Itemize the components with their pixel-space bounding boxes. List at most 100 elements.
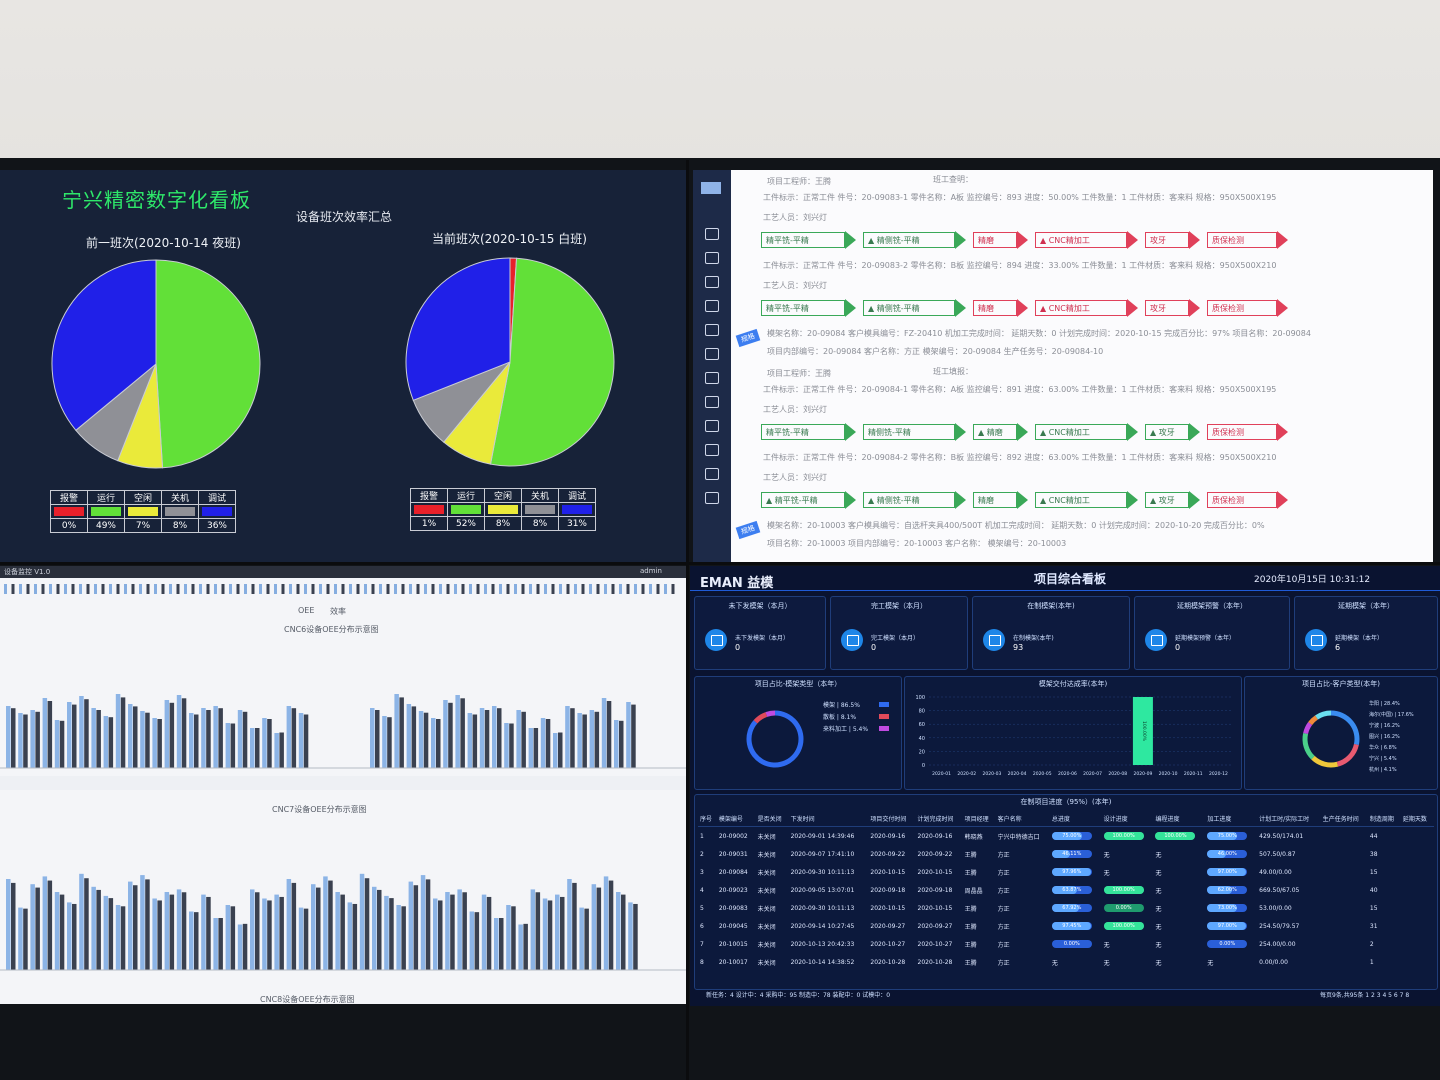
table-row[interactable]: 1 20-09002 未关闭 2020-09-01 14:39:46 2020-09-1… — [698, 827, 1434, 846]
process-step[interactable]: 质保检测 — [1207, 232, 1277, 248]
table-row[interactable]: 2 20-09031 未关闭 2020-09-07 17:41:10 2020-09-2… — [698, 845, 1434, 863]
process-step[interactable]: ▲ 精磨 — [973, 424, 1017, 440]
strip-bar — [11, 584, 15, 594]
doc-icon[interactable] — [705, 324, 719, 336]
kpi-card[interactable]: 在制模架(本年) 在制模架(本年) 93 — [972, 596, 1130, 670]
column-header[interactable]: 生产任务时间 — [1320, 810, 1368, 827]
bar-chart-icon[interactable] — [705, 348, 719, 360]
table-row[interactable]: 8 20-10017 未关闭 2020-10-14 14:38:52 2020-10-2… — [698, 953, 1434, 971]
user-name[interactable]: admin — [640, 567, 662, 575]
kpi-card[interactable]: 延期模架（本年） 延期模架（本年） 6 — [1294, 596, 1438, 670]
table-row[interactable]: 7 20-10015 未关闭 2020-10-13 20:42:33 2020-10-2… — [698, 935, 1434, 953]
column-header[interactable]: 总进度 — [1049, 810, 1102, 827]
legend-label: 调试 — [558, 488, 596, 503]
column-header[interactable]: 设计进度 — [1101, 810, 1154, 827]
oee-bar — [225, 723, 231, 768]
efficiency-bar — [181, 892, 187, 970]
column-header[interactable]: 客户名称 — [995, 810, 1050, 827]
file-icon[interactable] — [705, 252, 719, 264]
process-step[interactable]: 质保检测 — [1207, 492, 1277, 508]
column-header[interactable]: 下发时间 — [788, 810, 869, 827]
grid-icon[interactable] — [705, 228, 719, 240]
oee-bar — [335, 892, 340, 970]
strip-bar — [514, 584, 517, 594]
key-icon[interactable] — [705, 492, 719, 504]
process-step[interactable]: ▲ 精侧铣-平精 — [863, 232, 955, 248]
edit-icon[interactable] — [705, 300, 719, 312]
process-step[interactable]: 精平铣-平精 — [761, 232, 845, 248]
side-toolbar — [693, 170, 731, 562]
table-cell: 0.00/0.00 — [1259, 958, 1288, 966]
process-step[interactable]: 精侧铣-平精 — [863, 424, 955, 440]
table-row[interactable]: 3 20-09084 未关闭 2020-09-30 10:11:13 2020-10-1… — [698, 863, 1434, 881]
column-header[interactable]: 编程进度 — [1153, 810, 1206, 827]
column-header[interactable]: 加工进度 — [1205, 810, 1258, 827]
strip-bar — [169, 584, 172, 594]
progress-pill: 75.00% — [1051, 832, 1092, 840]
table-row[interactable]: 4 20-09023 未关闭 2020-09-05 13:07:01 2020-09-1… — [698, 881, 1434, 899]
process-step[interactable]: 攻牙 — [1145, 232, 1189, 248]
image-icon[interactable] — [705, 372, 719, 384]
efficiency-bar — [303, 908, 309, 970]
column-header[interactable]: 计划完成时间 — [915, 810, 963, 827]
process-step[interactable]: ▲ CNC精加工 — [1035, 300, 1127, 316]
x-tick-label: 2020-04 — [1008, 771, 1027, 777]
column-header[interactable]: 延期天数 — [1400, 810, 1434, 827]
legend-label: 关机 — [521, 488, 559, 503]
column-header[interactable]: 制造周期 — [1367, 810, 1401, 827]
gear-icon[interactable] — [705, 396, 719, 408]
table-cell: 无 — [1155, 923, 1162, 931]
strip-bar — [559, 584, 562, 594]
legend-percent: 1% — [410, 516, 448, 531]
table-row[interactable]: 6 20-09045 未关闭 2020-09-14 10:27:45 2020-09-2… — [698, 917, 1434, 935]
column-header[interactable]: 是否关闭 — [755, 810, 789, 827]
pager[interactable]: 每页9条,共95条 1 2 3 4 5 6 7 8 — [1320, 992, 1410, 999]
efficiency-bar — [255, 728, 260, 768]
process-step[interactable]: ▲ 攻牙 — [1145, 492, 1189, 508]
kpi-card[interactable]: 延期模架预警（本年） 延期模架预警（本年） 0 — [1134, 596, 1290, 670]
process-step[interactable]: ▲ CNC精加工 — [1035, 492, 1127, 508]
table-cell — [1321, 845, 1368, 863]
column-header[interactable]: 计划工时/实际工时 — [1257, 810, 1321, 827]
table-cell: 2020-09-27 — [917, 922, 953, 930]
strip-bar — [131, 584, 135, 594]
efficiency-bar — [413, 885, 419, 970]
process-step[interactable]: 精磨 — [973, 232, 1017, 248]
process-step[interactable]: ▲ CNC精加工 — [1035, 424, 1127, 440]
efficiency-bar — [450, 894, 455, 970]
share-icon[interactable] — [705, 276, 719, 288]
apps-icon[interactable] — [705, 468, 719, 480]
report-icon[interactable] — [705, 420, 719, 432]
legend-swatch — [165, 507, 195, 516]
table-cell: 46.00% — [1205, 845, 1257, 863]
oee-bar — [213, 706, 218, 768]
column-header[interactable]: 模架编号 — [716, 810, 756, 827]
stats-icon[interactable] — [705, 444, 719, 456]
efficiency-bar — [484, 710, 490, 768]
donut-chart-type: 模架 | 86.5% 散板 | 8.1% 来料加工 | 5.4% — [746, 701, 889, 768]
efficiency-bar — [230, 906, 236, 970]
process-step[interactable]: 攻牙 — [1145, 300, 1189, 316]
process-step[interactable]: 质保检测 — [1207, 424, 1277, 440]
process-step[interactable]: ▲ 攻牙 — [1145, 424, 1189, 440]
efficiency-bar — [181, 698, 187, 768]
strip-bar — [491, 584, 495, 594]
column-header[interactable]: 序号 — [698, 810, 717, 827]
process-step[interactable]: ▲ 精平铣-平精 — [761, 492, 845, 508]
kpi-card[interactable]: 完工模架（本月） 完工模架（本月） 0 — [830, 596, 968, 670]
table-cell: 8 — [700, 958, 704, 966]
table-row[interactable]: 5 20-09083 未关闭 2020-09-30 10:11:13 2020-10-1… — [698, 899, 1434, 917]
process-step[interactable]: ▲ 精侧铣-平精 — [863, 492, 955, 508]
process-step[interactable]: 精磨 — [973, 300, 1017, 316]
process-step[interactable]: 质保检测 — [1207, 300, 1277, 316]
column-header[interactable]: 项目交付时间 — [868, 810, 916, 827]
process-step[interactable]: 精平铣-平精 — [761, 424, 845, 440]
process-step[interactable]: ▲ CNC精加工 — [1035, 232, 1127, 248]
oee-bar — [530, 889, 536, 970]
strip-bar — [176, 584, 180, 594]
process-step[interactable]: ▲ 精侧铣-平精 — [863, 300, 955, 316]
column-header[interactable]: 项目经理 — [962, 810, 996, 827]
process-step[interactable]: 精平铣-平精 — [761, 300, 845, 316]
kpi-card[interactable]: 未下发模架（本月） 未下发模架（本月） 0 — [694, 596, 826, 670]
process-step[interactable]: 精磨 — [973, 492, 1017, 508]
